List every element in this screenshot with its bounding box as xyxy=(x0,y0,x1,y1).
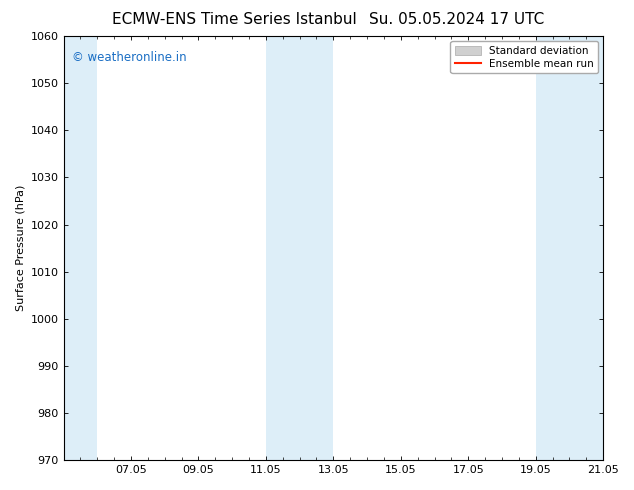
Text: Su. 05.05.2024 17 UTC: Su. 05.05.2024 17 UTC xyxy=(369,12,544,27)
Y-axis label: Surface Pressure (hPa): Surface Pressure (hPa) xyxy=(15,185,25,311)
Legend: Standard deviation, Ensemble mean run: Standard deviation, Ensemble mean run xyxy=(451,41,598,74)
Bar xyxy=(266,36,333,460)
Text: ECMW-ENS Time Series Istanbul: ECMW-ENS Time Series Istanbul xyxy=(112,12,357,27)
Bar xyxy=(63,36,97,460)
Bar xyxy=(536,36,603,460)
Text: © weatheronline.in: © weatheronline.in xyxy=(72,51,186,64)
